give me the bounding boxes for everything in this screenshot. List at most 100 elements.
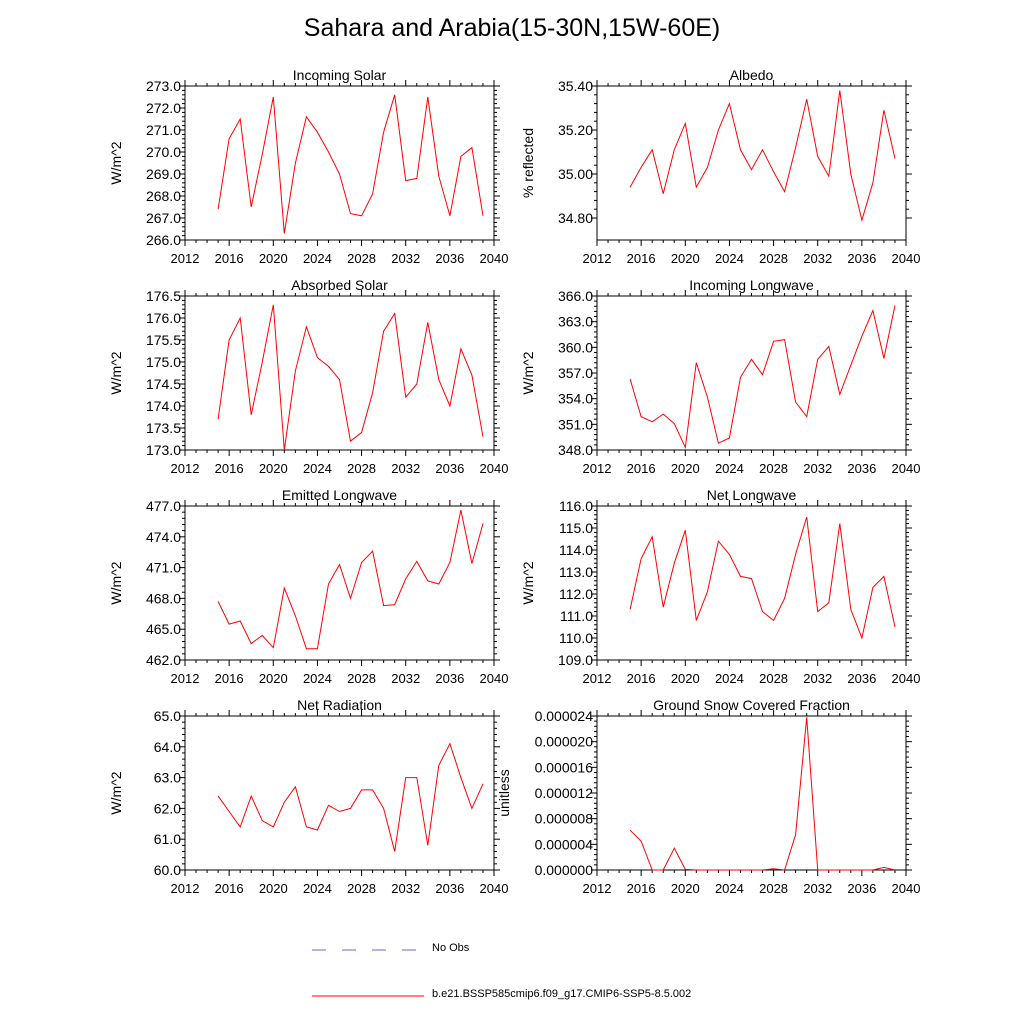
x-tick-label: 2036	[435, 671, 464, 686]
x-tick-label: 2036	[435, 461, 464, 476]
panel-title: Ground Snow Covered Fraction	[653, 697, 850, 713]
plot-frame	[184, 295, 495, 451]
y-axis-label: W/m^2	[520, 351, 536, 394]
legend-obs: No Obs	[312, 940, 712, 960]
y-tick-label: 175.5	[146, 332, 181, 348]
y-tick-label: 271.0	[146, 122, 181, 138]
y-tick-label: 64.0	[154, 739, 181, 755]
x-tick-label: 2028	[347, 461, 376, 476]
x-tick-label: 2036	[847, 881, 876, 896]
y-tick-label: 115.0	[559, 520, 593, 536]
y-tick-label: 270.0	[146, 144, 181, 160]
y-tick-label: 266.0	[146, 232, 181, 248]
y-tick-label: 0.000012	[535, 785, 594, 801]
x-tick-label: 2032	[803, 671, 832, 686]
x-tick-label: 2020	[671, 671, 700, 686]
y-tick-label: 354.0	[558, 391, 593, 407]
x-tick-label: 2028	[347, 671, 376, 686]
x-tick-label: 2036	[847, 671, 876, 686]
panel-title: Albedo	[730, 67, 774, 83]
series-line	[217, 304, 484, 451]
y-tick-label: 366.0	[558, 288, 593, 304]
series-line	[629, 516, 896, 640]
x-tick-label: 2028	[759, 461, 788, 476]
y-tick-label: 116.0	[559, 498, 593, 514]
legend-model-swatch	[312, 995, 424, 997]
panel-title: Incoming Longwave	[689, 277, 814, 293]
y-tick-label: 34.80	[558, 210, 593, 226]
series-line	[217, 509, 484, 650]
y-tick-label: 114.0	[559, 542, 593, 558]
y-tick-label: 0.000008	[535, 811, 594, 827]
y-tick-label: 35.00	[558, 166, 593, 182]
x-tick-label: 2012	[171, 671, 200, 686]
panel-title: Net Longwave	[707, 487, 797, 503]
x-tick-label: 2040	[892, 881, 921, 896]
y-tick-label: 174.0	[146, 398, 181, 414]
y-tick-label: 0.000016	[535, 759, 594, 775]
x-tick-label: 2040	[480, 671, 509, 686]
y-tick-label: 351.0	[558, 416, 593, 432]
y-tick-label: 61.0	[154, 831, 181, 847]
y-tick-label: 468.0	[146, 590, 181, 606]
y-tick-label: 174.5	[146, 376, 181, 392]
x-tick-label: 2036	[847, 461, 876, 476]
y-tick-label: 363.0	[558, 314, 593, 330]
x-tick-label: 2020	[671, 251, 700, 266]
chart-panel-3: Absorbed Solar W/m^2 2012 2016 2020 2024 2028 2…	[108, 277, 508, 476]
x-tick-label: 2020	[259, 671, 288, 686]
series-line	[629, 717, 896, 871]
x-tick-label: 2020	[259, 881, 288, 896]
x-tick-label: 2040	[480, 461, 509, 476]
y-tick-label: 111.0	[560, 608, 593, 624]
x-tick-label: 2012	[583, 461, 612, 476]
y-tick-label: 0.000004	[535, 836, 594, 852]
y-tick-label: 0.000000	[535, 862, 594, 878]
y-tick-label: 62.0	[154, 800, 181, 816]
x-tick-label: 2032	[803, 251, 832, 266]
y-tick-label: 269.0	[146, 166, 181, 182]
legend-obs-label: No Obs	[432, 942, 470, 954]
series-line	[217, 94, 484, 234]
x-tick-label: 2024	[715, 461, 744, 476]
chart-panel-2: Albedo % reflected 2012 2016 2020 2024 2028 203…	[520, 67, 920, 266]
y-tick-label: 0.000024	[535, 708, 594, 724]
x-tick-label: 2020	[259, 461, 288, 476]
y-tick-label: 110.0	[559, 630, 593, 646]
plot-frame	[596, 505, 907, 661]
legend-model-label: b.e21.BSSP585cmip6.f09_g17.CMIP6-SSP5-8.…	[432, 988, 692, 1000]
plot-frame	[184, 505, 495, 661]
x-tick-label: 2032	[391, 251, 420, 266]
y-axis-label: W/m^2	[108, 561, 124, 604]
x-tick-label: 2012	[583, 671, 612, 686]
x-tick-label: 2028	[759, 881, 788, 896]
panel-title: Emitted Longwave	[282, 487, 397, 503]
x-tick-label: 2016	[215, 671, 244, 686]
x-tick-label: 2016	[627, 461, 656, 476]
y-tick-label: 60.0	[154, 862, 181, 878]
panel-title: Incoming Solar	[293, 67, 387, 83]
legend-obs-swatch	[312, 949, 424, 951]
x-tick-label: 2032	[391, 671, 420, 686]
x-tick-label: 2020	[671, 461, 700, 476]
x-tick-label: 2040	[892, 461, 921, 476]
y-tick-label: 465.0	[146, 621, 181, 637]
y-tick-label: 35.40	[558, 78, 593, 94]
x-tick-label: 2028	[759, 671, 788, 686]
y-tick-label: 348.0	[558, 442, 593, 458]
x-tick-label: 2032	[803, 881, 832, 896]
y-tick-label: 471.0	[146, 560, 181, 576]
chart-panel-6: Net Longwave W/m^2 2012 2016 2020 2024 2028 203…	[520, 487, 920, 686]
x-tick-label: 2024	[715, 251, 744, 266]
y-axis-label: unitless	[496, 769, 512, 816]
y-axis-label: W/m^2	[108, 351, 124, 394]
y-axis-label: % reflected	[520, 128, 536, 198]
y-tick-label: 175.0	[146, 354, 181, 370]
y-tick-label: 63.0	[154, 770, 181, 786]
x-tick-label: 2040	[480, 881, 509, 896]
y-tick-label: 112.0	[559, 586, 593, 602]
chart-panel-7: Net Radiation W/m^2 2012 2016 2020 2024 2028 20…	[108, 697, 508, 896]
x-tick-label: 2012	[171, 251, 200, 266]
x-tick-label: 2024	[303, 881, 332, 896]
